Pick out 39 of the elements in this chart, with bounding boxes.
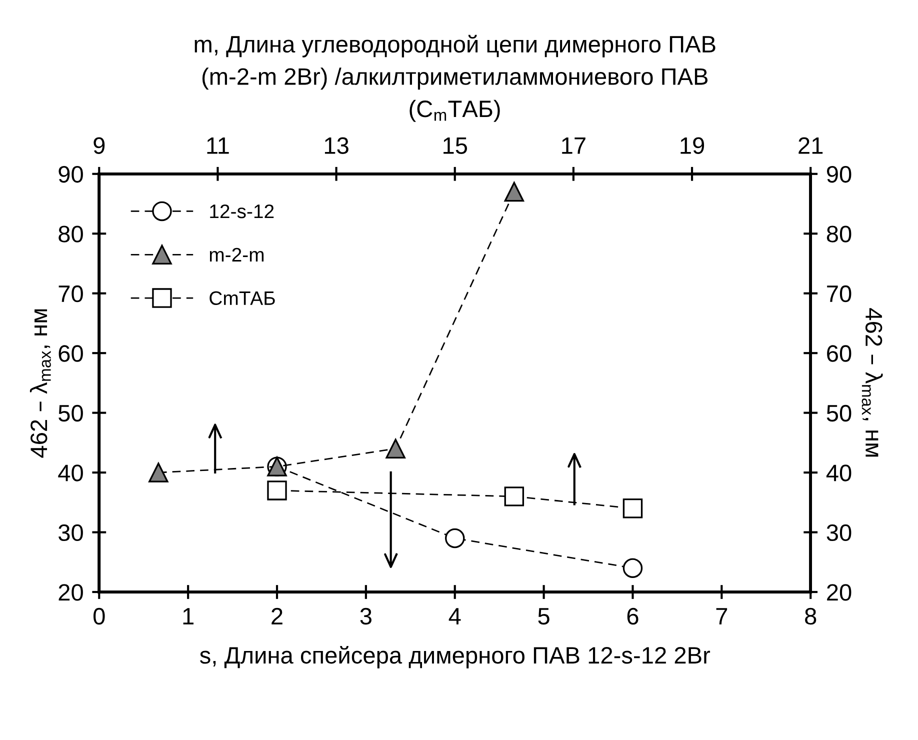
y-tick-label: 80 [58, 226, 83, 242]
y-tick-label: 40 [58, 464, 83, 482]
y2-tick-label: 90 [826, 166, 852, 183]
y2-tick-label: 30 [826, 524, 852, 542]
x-tick-label: 1 [183, 608, 194, 624]
x-axis-title: s, Длина спейсера димерного ПАВ 12-s-12 2Br [200, 646, 710, 668]
y-axis-title: 462 – λ$_{max}$, нм [30, 309, 51, 458]
x-tick-label: 0 [94, 608, 105, 625]
y-tick-label: 50 [58, 404, 83, 422]
x2-tick-label: 13 [324, 137, 348, 154]
y-tick-label: 60 [58, 345, 83, 362]
x-tick-label: 5 [538, 608, 550, 625]
legend-label: 12-s-12 [210, 204, 274, 218]
x2-tick-label: 9 [94, 137, 105, 154]
y-tick-label: 20 [58, 584, 83, 601]
y2-tick-label: 20 [827, 584, 852, 601]
x-tick-label: 2 [272, 608, 282, 624]
x2-tick-label: 17 [562, 137, 586, 154]
x-tick-label: 6 [627, 608, 638, 625]
x2-tick-label: 11 [207, 137, 229, 154]
y2-tick-label: 70 [827, 285, 852, 302]
x2-tick-label: 21 [798, 137, 823, 154]
legend-label: m-2-m [210, 248, 264, 262]
legend-label: CmТАБ [210, 291, 275, 306]
x-tick-label: 3 [360, 608, 372, 625]
y-tick-label: 30 [58, 524, 83, 542]
y-tick-label: 70 [58, 285, 83, 302]
x2-axis-title: m, Длина углеводородной цепи димерного ПАВ (m-2-m 2Br) /алкилтриметиламмониевого ПАВ (C$_{m}$ТАБ) [194, 34, 716, 122]
y2-tick-label: 50 [826, 404, 852, 422]
x-tick-label: 4 [448, 608, 461, 624]
y2-tick-label: 40 [826, 464, 852, 482]
x-tick-label: 7 [716, 608, 728, 624]
y-tick-label: 90 [58, 166, 83, 183]
y2-tick-label: 60 [827, 345, 852, 362]
x2-tick-label: 19 [680, 137, 704, 154]
y2-axis-title: 462 – λ$_{max}$, нм [862, 308, 883, 457]
x-tick-label: 8 [805, 608, 816, 625]
y2-tick-label: 80 [826, 226, 852, 242]
x2-tick-label: 15 [444, 137, 468, 154]
